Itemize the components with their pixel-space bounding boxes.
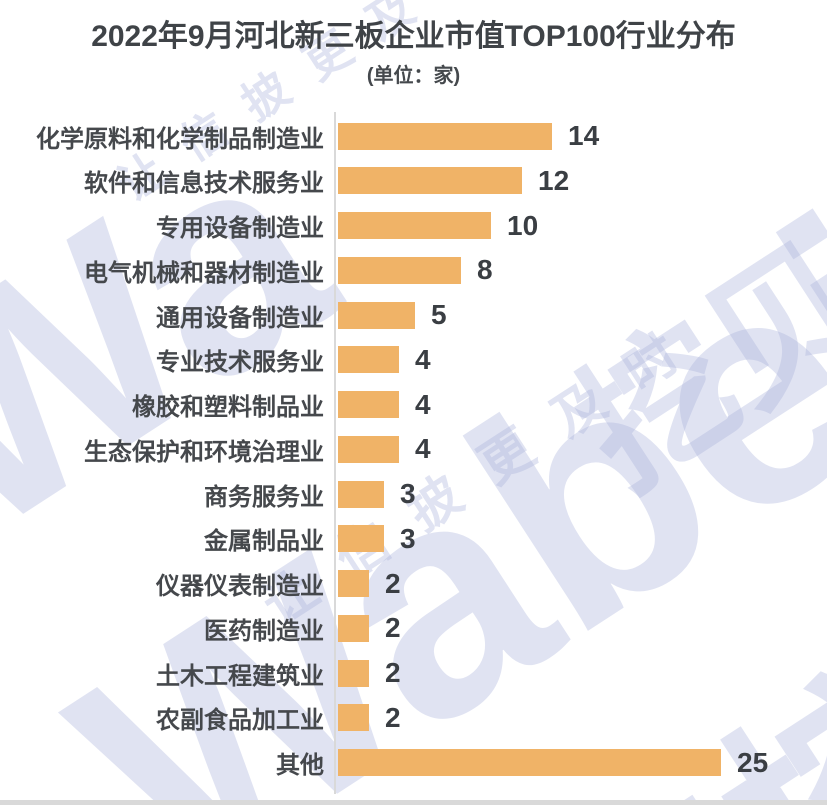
table-row: 其他 25	[0, 746, 827, 780]
chart-title: 2022年9月河北新三板企业市值TOP100行业分布	[91, 20, 736, 53]
table-row: 专业技术服务业 4	[0, 343, 827, 377]
bar	[338, 749, 721, 776]
category-label: 软件和信息技术服务业	[84, 170, 324, 198]
value-label: 10	[507, 209, 539, 241]
value-label: 3	[400, 522, 416, 554]
value-label: 2	[385, 612, 401, 644]
value-label: 14	[568, 120, 600, 151]
table-row: 仪器仪表制造业 2	[0, 567, 827, 601]
bar	[338, 301, 415, 329]
bar	[338, 614, 369, 642]
bar	[338, 659, 369, 687]
value-label: 2	[385, 657, 401, 688]
value-label: 3	[400, 478, 416, 509]
table-row: 通用设备制造业 5	[0, 299, 827, 332]
value-label: 2	[385, 701, 401, 733]
bar	[338, 122, 552, 150]
table-row: 专用设备制造业 10	[0, 209, 827, 243]
table-row: 软件和信息技术服务业 12	[0, 164, 827, 198]
value-label: 25	[737, 746, 769, 778]
chart-header: 2022年9月河北新三板企业市值TOP100行业分布 (单位：家)	[0, 18, 827, 88]
table-row: 商务服务业 3	[0, 478, 827, 511]
table-row: 农副食品加工业 2	[0, 701, 827, 735]
category-label: 化学原料和化学制品制造业	[36, 125, 324, 153]
table-row: 土木工程建筑业 2	[0, 657, 827, 690]
bar	[338, 212, 491, 239]
chart-subtitle: (单位：家)	[366, 65, 461, 87]
category-label: 专业技术服务业	[156, 349, 324, 377]
table-row: 生态保护和环境治理业 4	[0, 433, 827, 466]
category-label: 其他	[276, 752, 324, 779]
category-label: 土木工程建筑业	[156, 662, 324, 690]
value-label: 4	[415, 388, 431, 420]
category-label: 金属制品业	[204, 528, 324, 556]
table-row: 金属制品业 3	[0, 522, 827, 556]
bar	[338, 525, 384, 553]
category-label: 专用设备制造业	[156, 215, 324, 242]
table-row: 橡胶和塑料制品业 4	[0, 388, 827, 422]
category-label: 生态保护和环境治理业	[84, 438, 324, 466]
bar	[338, 435, 399, 463]
category-label: 仪器仪表制造业	[156, 573, 324, 600]
value-label: 4	[415, 433, 431, 465]
table-row: 化学原料和化学制品制造业 14	[0, 120, 827, 153]
value-label: 5	[431, 299, 447, 330]
category-label: 商务服务业	[204, 483, 324, 511]
bar	[338, 570, 369, 597]
value-label: 12	[538, 164, 570, 196]
bar	[338, 704, 369, 732]
table-row: 医药制造业 2	[0, 612, 827, 645]
bar	[338, 167, 522, 195]
y-axis-line	[334, 112, 336, 794]
category-label: 电气机械和器材制造业	[84, 259, 324, 287]
bar	[338, 256, 461, 284]
table-row: 电气机械和器材制造业 8	[0, 254, 827, 287]
category-label: 医药制造业	[204, 617, 324, 645]
bar	[338, 391, 399, 418]
bottom-border	[0, 800, 827, 805]
category-label: 橡胶和塑料制品业	[132, 394, 324, 421]
category-label: 农副食品加工业	[156, 707, 324, 735]
value-label: 4	[415, 343, 431, 375]
value-label: 8	[477, 254, 493, 286]
category-label: 通用设备制造业	[156, 304, 324, 332]
bar	[338, 480, 384, 508]
value-label: 2	[385, 567, 401, 599]
bar	[338, 346, 399, 374]
